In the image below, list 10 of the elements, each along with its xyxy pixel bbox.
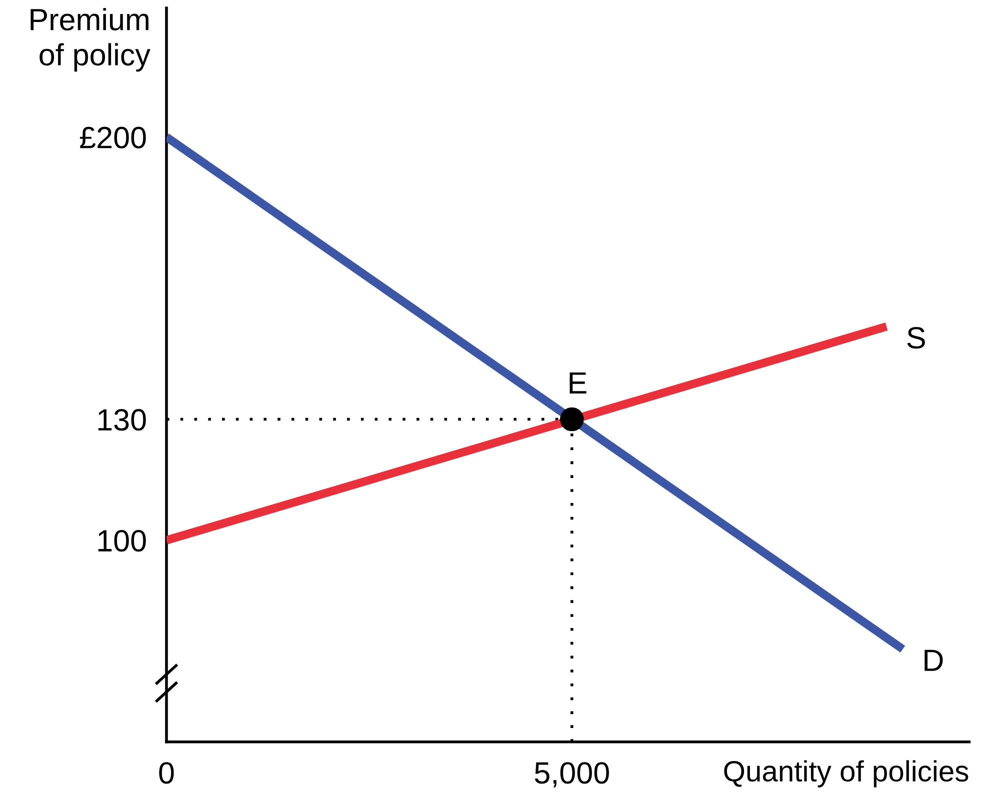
y-tick-label: 130: [98, 409, 146, 431]
series-label: S: [907, 327, 925, 349]
y-tick-label: £200: [80, 126, 146, 148]
series-label: D: [924, 650, 943, 671]
y-axis-title: Premium of policy: [30, 8, 150, 72]
x-tick-label: 5,000: [534, 762, 609, 788]
x-tick-label: 0: [159, 762, 174, 784]
x-axis-title: Quantity of policies: [724, 760, 968, 788]
annotation: E: [570, 372, 586, 394]
y-tick-label: 100: [98, 530, 146, 552]
